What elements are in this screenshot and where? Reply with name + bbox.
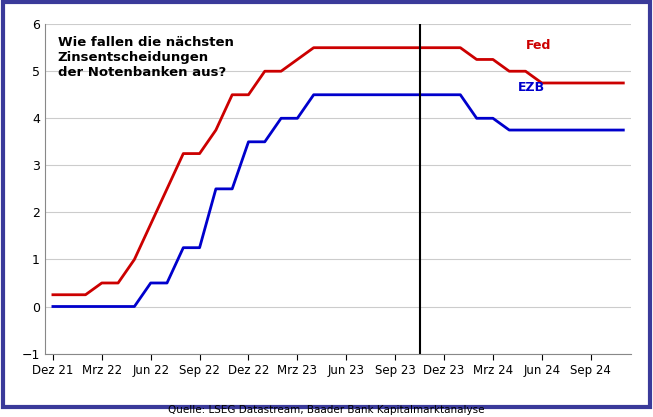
Text: Quelle: LSEG Datastream, Baader Bank Kapitalmarktanalyse: Quelle: LSEG Datastream, Baader Bank Kap… [168,405,485,415]
Text: Wie fallen die nächsten
Zinsentscheidungen
der Notenbanken aus?: Wie fallen die nächsten Zinsentscheidung… [58,36,234,79]
Text: EZB: EZB [517,81,545,94]
Text: Fed: Fed [526,39,551,52]
